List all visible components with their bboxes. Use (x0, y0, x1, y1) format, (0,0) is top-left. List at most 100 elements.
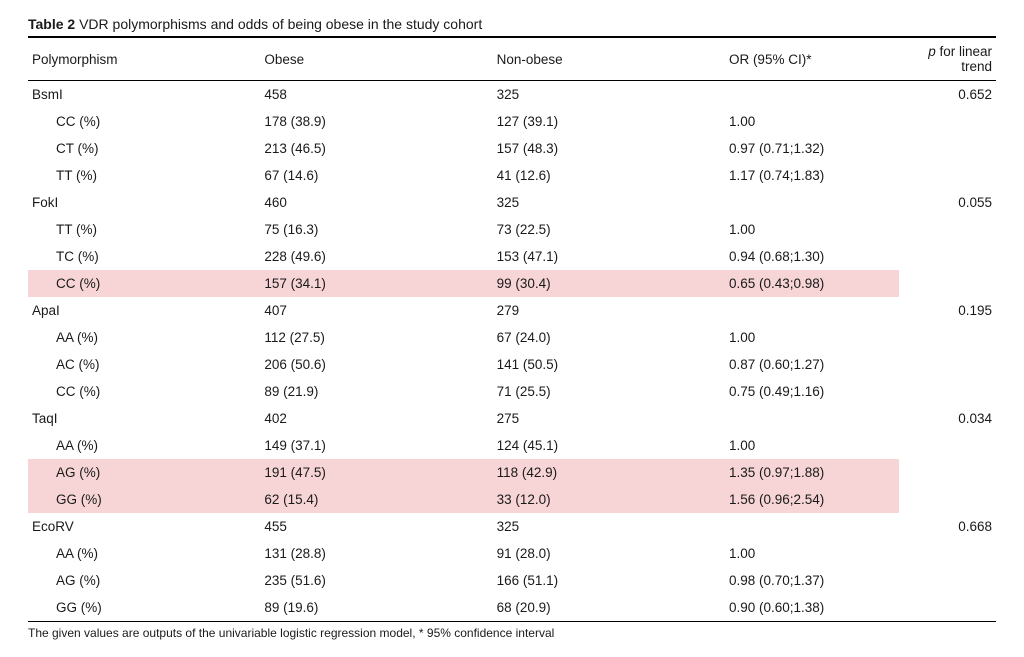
column-header: Polymorphism (28, 37, 260, 81)
table-cell: 91 (28.0) (493, 540, 725, 567)
table-cell: 0.94 (0.68;1.30) (725, 243, 899, 270)
table-cell: 407 (260, 297, 492, 324)
table-cell: TC (%) (28, 243, 260, 270)
table-cell (899, 378, 996, 405)
table-cell: 73 (22.5) (493, 216, 725, 243)
table-cell: 1.00 (725, 324, 899, 351)
table-cell (899, 108, 996, 135)
table-row: CC (%)89 (21.9)71 (25.5)0.75 (0.49;1.16) (28, 378, 996, 405)
column-header: p for linear trend (899, 37, 996, 81)
table-cell: 99 (30.4) (493, 270, 725, 297)
table-cell: 1.35 (0.97;1.88) (725, 459, 899, 486)
table-cell: AA (%) (28, 324, 260, 351)
table-cell: AG (%) (28, 459, 260, 486)
table-row: AA (%)112 (27.5)67 (24.0)1.00 (28, 324, 996, 351)
table-cell: CC (%) (28, 270, 260, 297)
table-cell (899, 270, 996, 297)
table-cell (899, 459, 996, 486)
table-cell: 166 (51.1) (493, 567, 725, 594)
table-cell: BsmI (28, 81, 260, 109)
table-row: EcoRV4553250.668 (28, 513, 996, 540)
table-cell: 206 (50.6) (260, 351, 492, 378)
table-cell (725, 297, 899, 324)
table-cell: 68 (20.9) (493, 594, 725, 622)
column-header: OR (95% CI)* (725, 37, 899, 81)
table-cell: 1.00 (725, 216, 899, 243)
table-cell: 112 (27.5) (260, 324, 492, 351)
table-row: TaqI4022750.034 (28, 405, 996, 432)
table-footnote: The given values are outputs of the univ… (28, 622, 996, 640)
table-cell (899, 243, 996, 270)
table-cell (899, 432, 996, 459)
table-cell: 89 (21.9) (260, 378, 492, 405)
table-row: TT (%)75 (16.3)73 (22.5)1.00 (28, 216, 996, 243)
table-cell: CC (%) (28, 108, 260, 135)
table-cell: 33 (12.0) (493, 486, 725, 513)
table-cell: 157 (34.1) (260, 270, 492, 297)
table-cell: 0.75 (0.49;1.16) (725, 378, 899, 405)
table-cell: 131 (28.8) (260, 540, 492, 567)
table-cell: 0.90 (0.60;1.38) (725, 594, 899, 622)
table-cell: EcoRV (28, 513, 260, 540)
table-row: AA (%)131 (28.8)91 (28.0)1.00 (28, 540, 996, 567)
table-cell: 157 (48.3) (493, 135, 725, 162)
table-row: CC (%)157 (34.1)99 (30.4)0.65 (0.43;0.98… (28, 270, 996, 297)
table-row: GG (%)62 (15.4)33 (12.0)1.56 (0.96;2.54) (28, 486, 996, 513)
table-cell (899, 162, 996, 189)
table-cell (725, 405, 899, 432)
table-row: AA (%)149 (37.1)124 (45.1)1.00 (28, 432, 996, 459)
table-cell: 153 (47.1) (493, 243, 725, 270)
table-row: AC (%)206 (50.6)141 (50.5)0.87 (0.60;1.2… (28, 351, 996, 378)
table-cell (725, 513, 899, 540)
table-cell: 0.034 (899, 405, 996, 432)
table-cell: AG (%) (28, 567, 260, 594)
table-row: CT (%)213 (46.5)157 (48.3)0.97 (0.71;1.3… (28, 135, 996, 162)
table-cell (725, 81, 899, 109)
table-cell (725, 189, 899, 216)
table-cell: CT (%) (28, 135, 260, 162)
table-cell: 67 (24.0) (493, 324, 725, 351)
table-cell (899, 594, 996, 622)
table-cell: 460 (260, 189, 492, 216)
table-label: Table 2 (28, 16, 75, 32)
table-cell: 0.652 (899, 81, 996, 109)
table-row: CC (%)178 (38.9)127 (39.1)1.00 (28, 108, 996, 135)
column-header: Non-obese (493, 37, 725, 81)
table-cell: 124 (45.1) (493, 432, 725, 459)
table-cell: ApaI (28, 297, 260, 324)
table-cell: CC (%) (28, 378, 260, 405)
table-row: TC (%)228 (49.6)153 (47.1)0.94 (0.68;1.3… (28, 243, 996, 270)
table-cell: 71 (25.5) (493, 378, 725, 405)
table-cell: FokI (28, 189, 260, 216)
table-cell: 235 (51.6) (260, 567, 492, 594)
table-caption: Table 2 VDR polymorphisms and odds of be… (28, 16, 996, 32)
table-row: BsmI458325 0.652 (28, 81, 996, 109)
table-body: BsmI4583250.652CC (%)178 (38.9)127 (39.1… (28, 81, 996, 622)
table-cell: 62 (15.4) (260, 486, 492, 513)
table-cell: GG (%) (28, 594, 260, 622)
table-cell: TT (%) (28, 162, 260, 189)
table-cell (899, 486, 996, 513)
table-cell: 213 (46.5) (260, 135, 492, 162)
table-cell: 279 (493, 297, 725, 324)
table-cell: 141 (50.5) (493, 351, 725, 378)
table-cell: AA (%) (28, 432, 260, 459)
table-cell: 325 (493, 81, 725, 109)
table-cell: 0.87 (0.60;1.27) (725, 351, 899, 378)
table-caption-text: VDR polymorphisms and odds of being obes… (79, 16, 482, 32)
table-cell (899, 540, 996, 567)
table-cell: 275 (493, 405, 725, 432)
table-cell (899, 351, 996, 378)
table-cell (899, 567, 996, 594)
table-cell: TT (%) (28, 216, 260, 243)
table-cell: 41 (12.6) (493, 162, 725, 189)
table-cell: 325 (493, 513, 725, 540)
table-cell: 118 (42.9) (493, 459, 725, 486)
column-header: Obese (260, 37, 492, 81)
table-row: FokI4603250.055 (28, 189, 996, 216)
table-row: TT (%)67 (14.6)41 (12.6)1.17 (0.74;1.83) (28, 162, 996, 189)
table-cell: 1.00 (725, 540, 899, 567)
table-cell: 89 (19.6) (260, 594, 492, 622)
table-cell: 458 (260, 81, 492, 109)
table-cell: 402 (260, 405, 492, 432)
